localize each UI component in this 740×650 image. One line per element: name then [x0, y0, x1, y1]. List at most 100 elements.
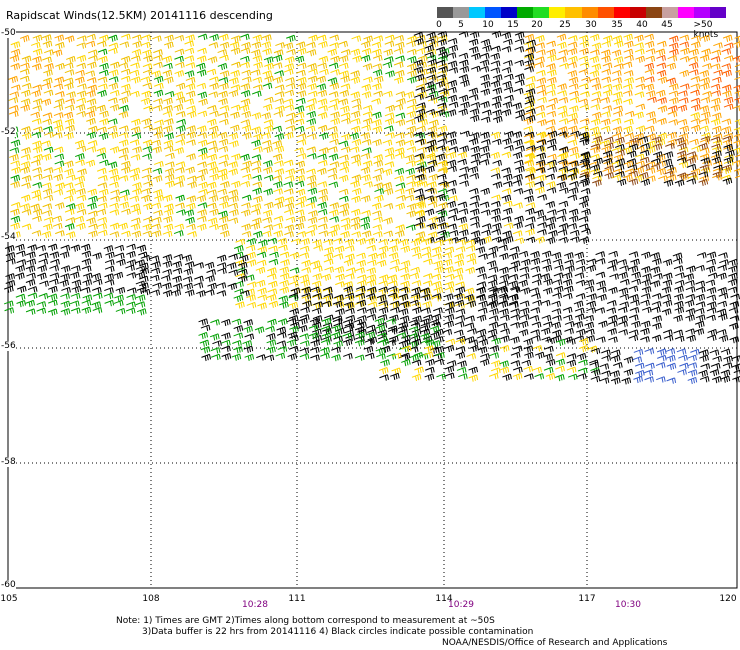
wind-barb [283, 188, 294, 195]
wind-barb [365, 331, 376, 339]
wind-barb [288, 315, 299, 323]
wind-barb [316, 75, 327, 83]
wind-barb [547, 54, 557, 62]
wind-barb [21, 147, 31, 155]
wind-barb [479, 201, 490, 208]
wind-barb [379, 374, 389, 381]
wind-barb [395, 119, 406, 127]
wind-barb [10, 41, 21, 49]
wind-barb [350, 91, 361, 99]
wind-barb [706, 314, 716, 321]
time-label: 10:30 [615, 600, 641, 610]
wind-barb [508, 300, 519, 307]
wind-barb [119, 104, 129, 113]
wind-barb [514, 59, 525, 67]
wind-barb [499, 314, 510, 321]
wind-barb [518, 329, 529, 337]
wind-barb [198, 168, 208, 176]
wind-barb [723, 143, 734, 152]
wind-barb [722, 135, 733, 143]
wind-barb [457, 158, 467, 166]
wind-barb [70, 307, 81, 314]
wind-barb [524, 195, 534, 203]
wind-barb [612, 98, 623, 106]
wind-barb [502, 173, 513, 181]
wind-barb [460, 130, 470, 137]
wind-barb [662, 272, 673, 280]
wind-barb [543, 366, 554, 374]
wind-barb [454, 259, 465, 267]
wind-barb [366, 274, 377, 282]
wind-barb [63, 160, 74, 168]
wind-barb [357, 315, 367, 322]
wind-barb [385, 70, 395, 78]
wind-barb [32, 34, 43, 42]
wind-barb [470, 221, 480, 229]
wind-barb [329, 161, 340, 168]
wind-barb [634, 362, 645, 369]
wind-barb [284, 231, 294, 238]
wind-barb [207, 189, 217, 196]
wind-barb [285, 216, 296, 223]
wind-barb [455, 308, 466, 315]
wind-barb [237, 261, 248, 270]
wind-barb [721, 126, 732, 134]
wind-barb [349, 146, 360, 153]
wind-barb [580, 91, 590, 98]
wind-barb [305, 202, 316, 209]
wind-barb [307, 216, 318, 224]
wind-barb [615, 171, 625, 178]
wind-barb [240, 209, 251, 217]
wind-barb [492, 159, 502, 167]
wind-barb [75, 69, 85, 77]
wind-barb [645, 55, 656, 62]
wind-barb [97, 216, 108, 224]
wind-barb [173, 230, 184, 237]
wind-barb [469, 216, 480, 223]
wind-barb [499, 366, 510, 374]
wind-barb [557, 105, 568, 112]
wind-barb [444, 372, 455, 379]
wind-barb [530, 251, 540, 259]
colorbar-swatch [629, 7, 647, 18]
wind-barb [701, 132, 711, 140]
wind-barb [491, 138, 502, 146]
wind-barb [140, 288, 151, 296]
wind-barb [722, 90, 732, 98]
wind-barb [294, 209, 305, 216]
wind-barb [350, 70, 360, 78]
wind-barb [307, 187, 318, 195]
wind-barb [634, 153, 645, 160]
wind-barb [695, 301, 706, 308]
wind-barb [644, 40, 655, 48]
wind-barb [590, 164, 601, 172]
wind-barb [383, 90, 393, 98]
wind-barb [501, 194, 512, 202]
wind-barb [446, 131, 457, 139]
wind-barb [488, 321, 499, 329]
wind-barb [405, 187, 415, 195]
wind-barb [164, 118, 174, 126]
wind-barb [142, 230, 153, 237]
wind-barb [434, 266, 444, 274]
wind-barb [308, 34, 318, 42]
wind-barb [92, 292, 103, 299]
wind-barb [518, 320, 529, 328]
wind-barb [32, 56, 42, 64]
wind-barb [427, 231, 438, 239]
wind-barb [162, 194, 173, 202]
wind-barb [77, 35, 87, 42]
wind-barb [310, 286, 321, 293]
wind-barb [437, 102, 447, 109]
wind-barb [163, 125, 173, 133]
wind-barb [729, 300, 740, 309]
wind-barb [321, 332, 332, 340]
time-label: 10:29 [448, 600, 474, 610]
wind-barb [310, 354, 320, 361]
wind-barb [466, 353, 476, 360]
wind-barb [96, 167, 107, 175]
wind-barb [525, 153, 536, 161]
wind-barb [567, 373, 578, 381]
wind-barb [36, 244, 46, 252]
wind-barb [30, 41, 41, 49]
